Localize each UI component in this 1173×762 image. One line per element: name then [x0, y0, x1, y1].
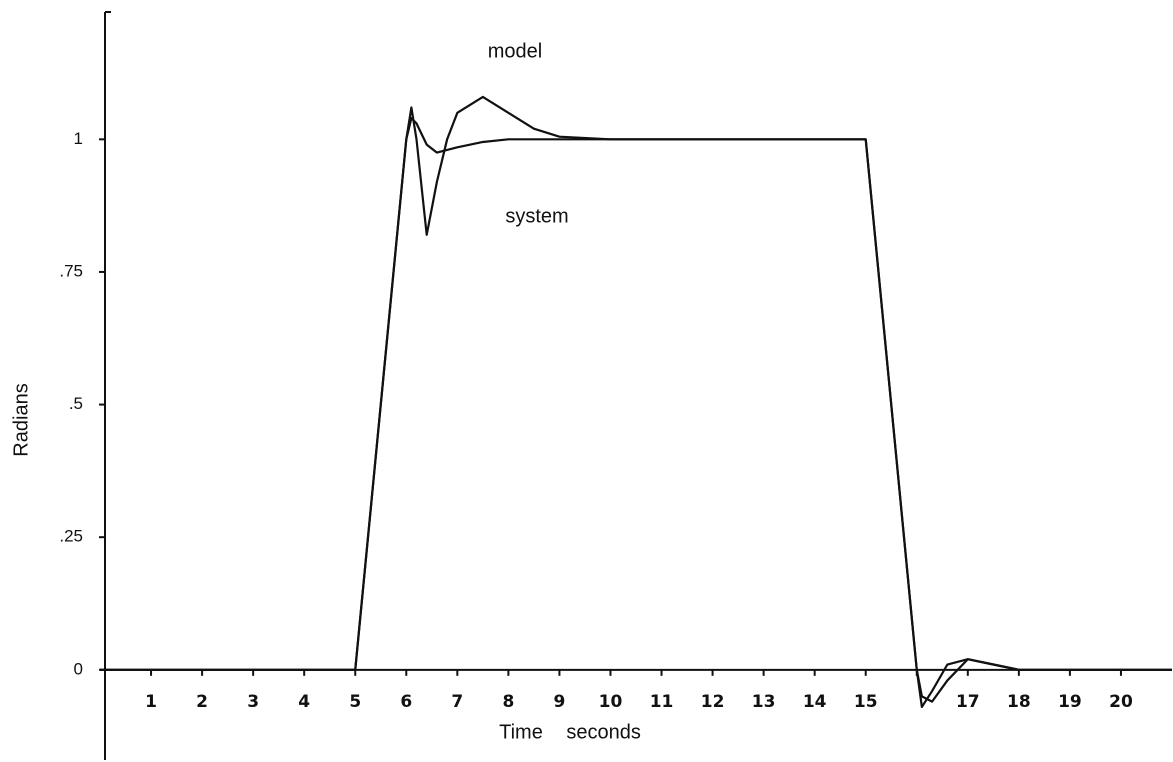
y-tick-label: .5: [69, 394, 83, 413]
series-label: model: [488, 40, 542, 62]
x-tick-label tick: 18: [1007, 692, 1031, 712]
x-tick-label tick: 2: [196, 692, 208, 712]
series-label: system: [505, 205, 568, 227]
x-tick-label tick: 5: [349, 692, 361, 712]
y-axis-label: Radians: [10, 383, 32, 456]
x-tick-label tick: 19: [1058, 692, 1082, 712]
y-tick-label: 1: [74, 129, 83, 148]
x-tick-label tick: 20: [1109, 692, 1133, 712]
y-tick-label: 0: [74, 659, 83, 678]
x-tick-label tick: 9: [554, 692, 566, 712]
x-tick-label tick: 7: [451, 692, 463, 712]
x-tick-label tick: 10: [599, 692, 623, 712]
x-tick-label tick: 11: [650, 692, 674, 712]
x-tick-label tick: 4: [298, 692, 310, 712]
x-tick-label tick: 13: [752, 692, 776, 712]
data-line: [100, 116, 1172, 703]
x-tick-label tick: 17: [956, 692, 980, 712]
x-tick-label tick: 1: [145, 692, 157, 712]
y-tick-label: .75: [59, 261, 83, 280]
y-tick-label: .25: [59, 527, 83, 546]
x-tick-label tick: 15: [854, 692, 878, 712]
x-tick-label tick: 12: [701, 692, 725, 712]
data-line: [100, 95, 1172, 709]
x-tick-label tick: 6: [400, 692, 412, 712]
x-axis-label: Time seconds: [499, 721, 641, 743]
x-tick-label tick: 3: [247, 692, 259, 712]
x-tick-label tick: 14: [803, 692, 827, 712]
x-tick-label tick: 8: [502, 692, 514, 712]
